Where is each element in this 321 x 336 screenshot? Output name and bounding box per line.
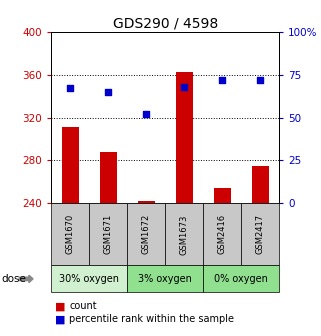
- Text: 3% oxygen: 3% oxygen: [138, 274, 192, 284]
- Text: 0% oxygen: 0% oxygen: [214, 274, 268, 284]
- Text: ■: ■: [55, 301, 65, 311]
- Point: [144, 112, 149, 117]
- Text: GSM2416: GSM2416: [218, 214, 227, 254]
- Bar: [252, 166, 269, 203]
- Text: percentile rank within the sample: percentile rank within the sample: [69, 314, 234, 324]
- Point: [68, 86, 73, 91]
- Text: GSM1673: GSM1673: [180, 214, 189, 255]
- Bar: [214, 188, 231, 203]
- Point: [182, 84, 187, 89]
- Text: ■: ■: [55, 314, 65, 324]
- Bar: [138, 201, 155, 203]
- Point: [106, 89, 111, 95]
- Point: [220, 77, 225, 83]
- Text: GSM1671: GSM1671: [104, 214, 113, 254]
- Title: GDS290 / 4598: GDS290 / 4598: [113, 17, 218, 31]
- Text: dose: dose: [2, 274, 26, 284]
- Bar: [100, 152, 117, 203]
- Point: [258, 77, 263, 83]
- Bar: [176, 72, 193, 203]
- Text: 30% oxygen: 30% oxygen: [59, 274, 119, 284]
- Text: GSM1672: GSM1672: [142, 214, 151, 254]
- Bar: [62, 127, 79, 203]
- Text: count: count: [69, 301, 97, 311]
- Text: GSM1670: GSM1670: [66, 214, 75, 254]
- Text: GSM2417: GSM2417: [256, 214, 265, 254]
